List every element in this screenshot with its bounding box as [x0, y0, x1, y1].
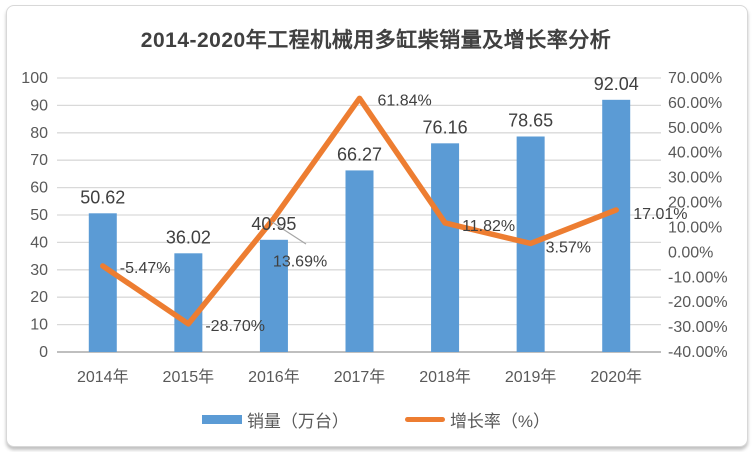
right-axis-tick-label: 60.00%: [668, 95, 722, 112]
label-leader-line: [271, 221, 307, 245]
bar-value-label: 76.16: [423, 117, 468, 137]
bar-2014年: [88, 213, 117, 352]
bar-2015年: [174, 253, 203, 352]
sales-bar-swatch-icon: [201, 415, 242, 424]
bar-2020年: [602, 99, 631, 353]
legend-item-growth: 增长率（%）: [404, 407, 551, 432]
right-axis-tick-label: 70.00%: [668, 70, 722, 87]
bar-value-label: 50.62: [80, 187, 125, 207]
x-axis-category-label: 2018年: [419, 368, 471, 386]
right-axis-tick-label: -10.00%: [668, 269, 728, 286]
bar-2018年: [431, 143, 460, 352]
right-axis-tick-label: -30.00%: [668, 319, 728, 336]
right-axis-tick-label: 50.00%: [668, 120, 722, 137]
right-axis-tick-label: 30.00%: [668, 170, 722, 187]
right-axis-tick-label: 20.00%: [668, 195, 722, 212]
right-axis-tick-label: 0.00%: [668, 244, 713, 261]
left-axis-tick-label: 0: [39, 344, 48, 361]
x-axis-category-label: 2014年: [77, 368, 129, 386]
left-axis-tick-label: 60: [30, 180, 48, 197]
left-axis-tick-label: 90: [30, 97, 48, 114]
growth-value-label: 11.82%: [462, 218, 515, 235]
right-axis-tick-label: 10.00%: [668, 219, 722, 236]
right-axis-tick-label: -40.00%: [668, 344, 728, 361]
growth-value-label: 61.84%: [378, 92, 432, 109]
right-axis-tick-label: 40.00%: [668, 145, 722, 162]
x-axis-category-label: 2017年: [334, 368, 386, 386]
left-axis-tick-label: 70: [30, 152, 48, 169]
left-axis-tick-label: 40: [30, 234, 48, 251]
bar-value-label: 40.95: [251, 214, 296, 234]
x-axis-category-label: 2015年: [163, 368, 215, 386]
left-axis-tick-label: 20: [30, 289, 48, 306]
bar-value-label: 78.65: [508, 110, 553, 130]
legend-label-growth: 增长率（%）: [449, 412, 551, 431]
right-axis-tick-label: -20.00%: [668, 294, 728, 311]
chart-title: 2014-2020年工程机械用多缸柴销量及增长率分析: [140, 29, 612, 52]
left-axis-tick-label: 100: [21, 70, 48, 87]
growth-value-label: -5.47%: [120, 260, 171, 277]
bar-value-label: 36.02: [166, 227, 211, 247]
growth-line-swatch-icon: [404, 417, 445, 422]
left-axis-tick-label: 10: [30, 317, 48, 334]
left-axis-tick-label: 50: [30, 207, 48, 224]
growth-value-label: 17.01%: [633, 206, 687, 223]
growth-value-label: -28.70%: [205, 318, 265, 335]
bar-value-label: 92.04: [594, 74, 639, 94]
growth-value-label: 3.57%: [546, 239, 591, 256]
growth-line: [100, 95, 619, 327]
chart-legend: 销量（万台） 增长率（%）: [0, 407, 752, 432]
legend-item-sales: 销量（万台）: [201, 407, 349, 432]
x-axis-category-label: 2016年: [248, 368, 300, 386]
x-axis-category-label: 2019年: [505, 368, 557, 386]
x-axis-category-label: 2020年: [590, 368, 642, 386]
left-axis-tick-label: 30: [30, 262, 48, 279]
bar-2017年: [345, 170, 374, 352]
left-axis-tick-label: 80: [30, 125, 48, 142]
growth-value-label: 13.69%: [273, 253, 327, 270]
bar-value-label: 66.27: [337, 144, 382, 164]
bar-2016年: [259, 239, 288, 352]
legend-label-sales: 销量（万台）: [246, 412, 349, 431]
